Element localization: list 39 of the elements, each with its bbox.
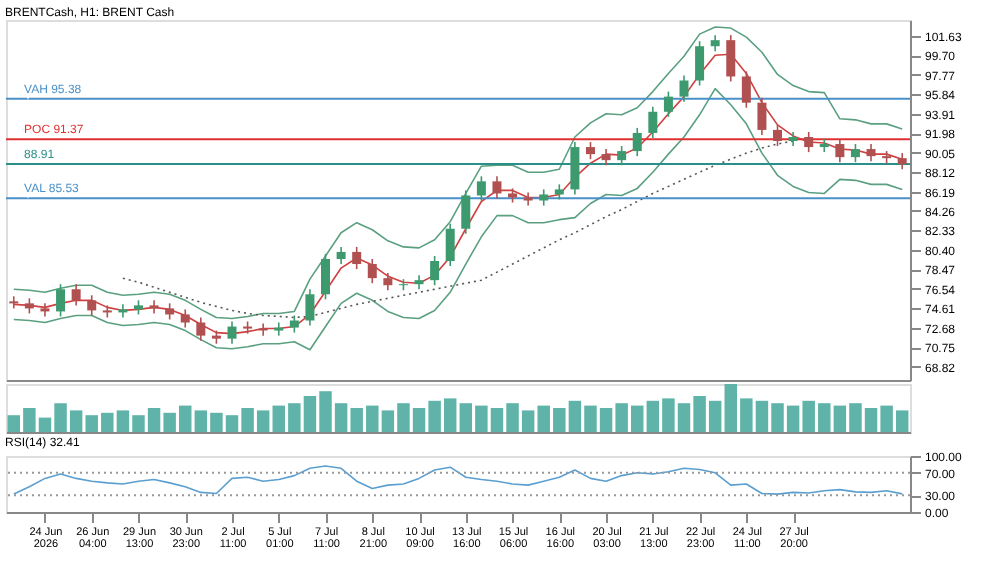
candlestick	[695, 40, 705, 87]
candlestick	[726, 34, 736, 83]
candlestick	[850, 143, 860, 163]
candlestick	[492, 175, 502, 200]
candlestick	[679, 74, 689, 103]
candlestick	[663, 90, 673, 118]
candlestick	[367, 258, 377, 284]
candlestick	[741, 70, 751, 109]
candlestick	[430, 255, 440, 287]
candlestick	[648, 105, 658, 139]
candlestick	[617, 145, 627, 167]
candlestick	[819, 138, 829, 153]
candlestick	[523, 191, 533, 207]
candlestick	[258, 322, 268, 337]
line-series	[12, 87, 904, 351]
candlestick	[180, 308, 190, 329]
candlestick	[71, 283, 81, 307]
candlestick	[118, 303, 128, 319]
candlestick	[321, 253, 331, 301]
candlestick	[9, 295, 19, 310]
candlestick	[87, 294, 97, 317]
candlestick	[757, 96, 767, 136]
candlestick	[804, 131, 814, 153]
candlestick	[632, 127, 642, 157]
candlestick	[56, 283, 66, 318]
candlestick	[461, 189, 471, 235]
candlestick	[352, 246, 362, 270]
candlestick	[227, 320, 237, 345]
candlestick	[570, 141, 580, 196]
candlestick	[445, 222, 455, 267]
candlestick	[274, 321, 284, 337]
candlestick	[476, 175, 486, 202]
candlestick	[773, 124, 783, 147]
candlestick	[40, 302, 50, 318]
candlestick	[149, 299, 159, 315]
candlestick	[305, 288, 315, 327]
line-series	[12, 465, 904, 495]
candlestick	[196, 316, 206, 342]
candlestick	[835, 138, 845, 163]
